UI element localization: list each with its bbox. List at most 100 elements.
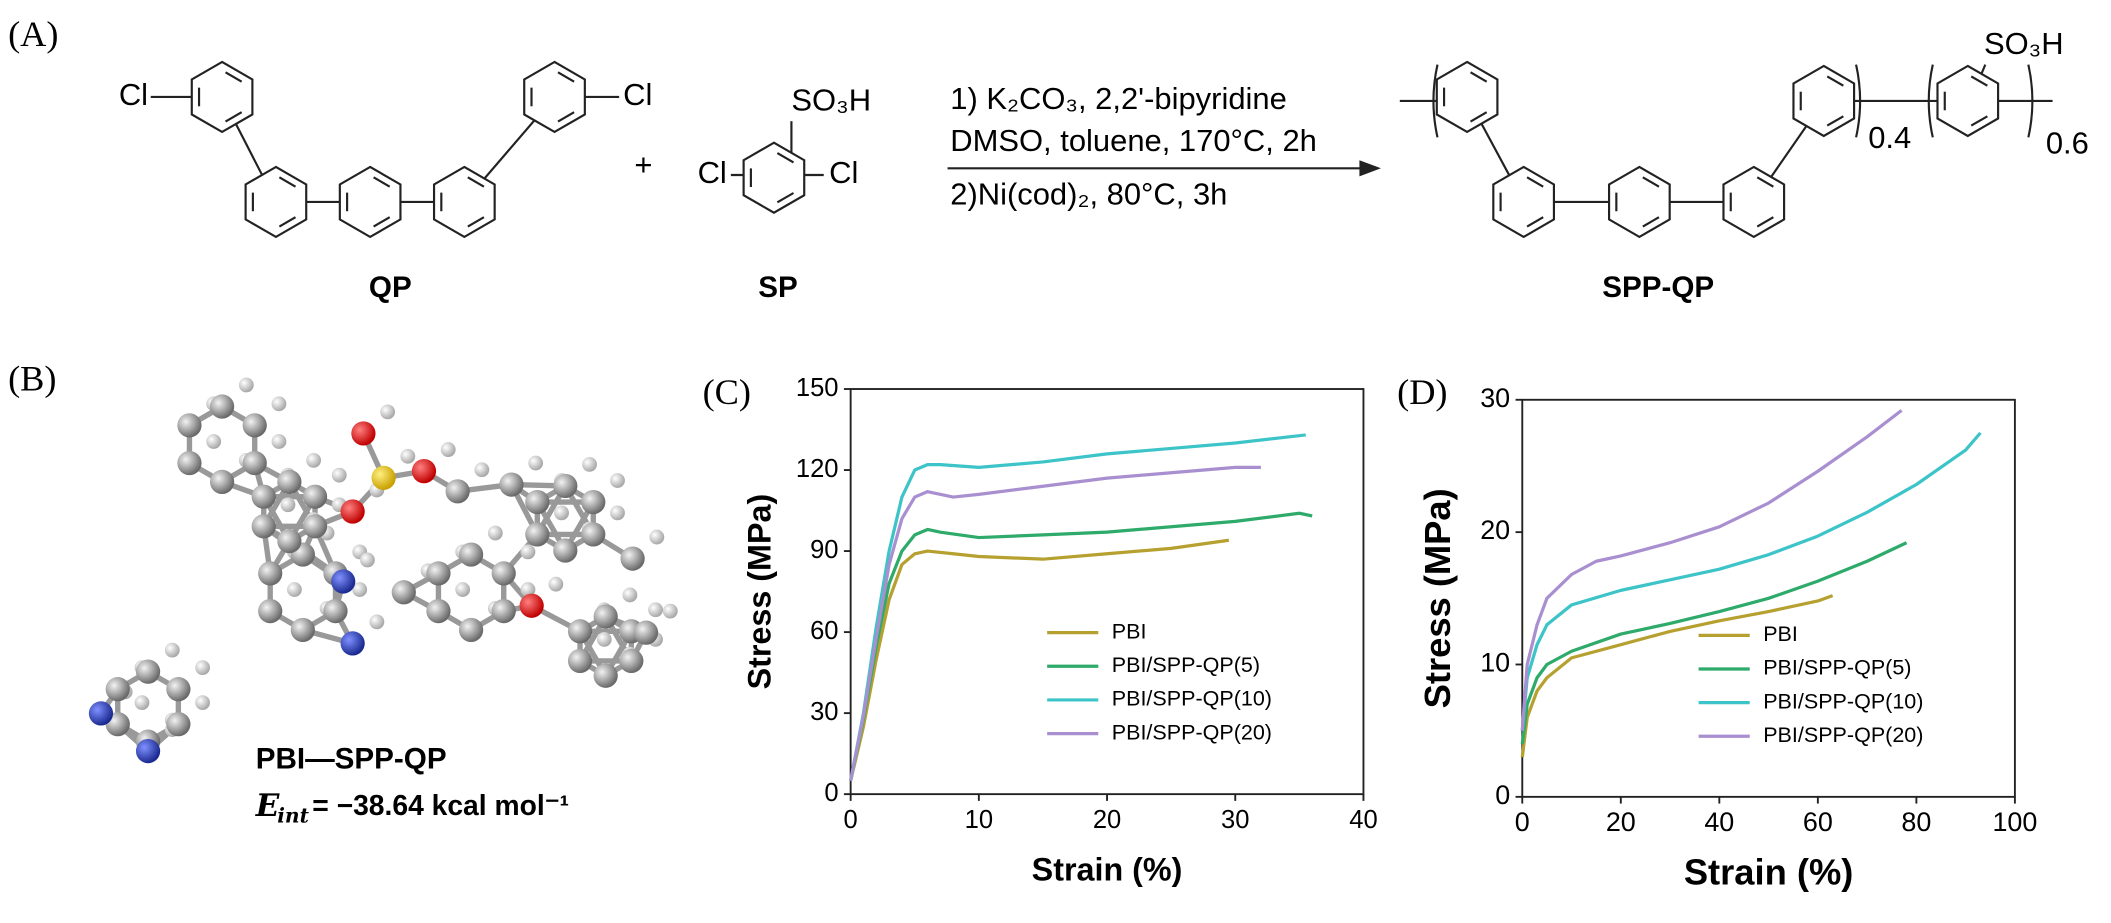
model-atom	[340, 499, 365, 524]
series-line	[849, 511, 1313, 781]
energy-subscript: int	[277, 804, 309, 828]
y-tick-label: 120	[796, 455, 839, 483]
model-hydrogen	[331, 467, 347, 483]
model-hydrogen	[528, 455, 544, 471]
bond	[1470, 111, 1488, 123]
bond	[224, 111, 243, 123]
model-hydrogen	[487, 525, 503, 541]
model-hydrogen	[164, 642, 180, 658]
reaction-scheme	[150, 60, 2053, 239]
y-tick-label: 30	[810, 698, 838, 726]
bond	[1756, 216, 1774, 228]
model-hydrogen	[271, 434, 287, 449]
legend-label: PBI/SPP-QP(10)	[1763, 689, 1923, 713]
panel-label: (D)	[1397, 372, 1447, 412]
series-line	[1520, 431, 1982, 731]
model-atom	[340, 631, 365, 656]
model-atom	[391, 580, 416, 605]
substituent: Cl	[119, 77, 148, 112]
plot-frame	[1521, 398, 2016, 798]
bond	[557, 111, 575, 123]
model-atom	[135, 738, 161, 764]
model-atom	[331, 569, 356, 594]
x-tick-label: 20	[1093, 806, 1121, 834]
legend-label: PBI/SPP-QP(5)	[1763, 656, 1911, 680]
ring	[1722, 165, 1786, 239]
model-atom	[166, 677, 191, 702]
model-atom	[619, 648, 644, 674]
model-atom	[258, 561, 283, 586]
model-hydrogen	[455, 582, 471, 597]
compound-label: QP	[369, 271, 412, 304]
model-atom	[251, 514, 276, 539]
model-atom	[251, 484, 276, 509]
model-atom	[593, 663, 618, 688]
model-atom	[88, 701, 114, 726]
model-hydrogen	[610, 505, 625, 521]
bracket	[1432, 64, 1439, 138]
x-tick-label: 30	[1221, 806, 1249, 834]
bond	[467, 216, 485, 228]
x-tick-label: 40	[1704, 807, 1734, 837]
legend-label: PBI/SPP-QP(20)	[1112, 720, 1272, 744]
model-atom	[135, 659, 161, 684]
model-label: PBI—SPP-QP	[256, 742, 447, 775]
model-hydrogen	[520, 582, 536, 597]
repeat-fraction: 0.6	[2046, 126, 2089, 161]
model-atom	[458, 617, 484, 643]
model-atom	[426, 598, 451, 624]
model-hydrogen	[134, 695, 150, 711]
model-hydrogen	[474, 462, 490, 478]
model-hydrogen	[360, 552, 375, 568]
bracket	[2027, 64, 2034, 138]
model-hydrogen	[520, 544, 536, 560]
arrow-head	[1359, 160, 1381, 177]
model-atom	[567, 648, 593, 674]
model-hydrogen	[582, 456, 597, 472]
model-atom	[499, 472, 524, 497]
y-tick-label: 30	[1480, 383, 1510, 413]
condition: DMSO, toluene, 170°C, 2h	[950, 123, 1317, 158]
legend-label: PBI/SPP-QP(20)	[1763, 723, 1923, 747]
model-atom	[525, 489, 550, 515]
model-atom	[519, 593, 544, 618]
model-atom	[581, 522, 606, 547]
model-atom	[290, 617, 315, 643]
bond	[776, 152, 795, 164]
model-hydrogen	[596, 631, 612, 647]
x-axis-label: Strain (%)	[1684, 852, 1854, 893]
bond	[1642, 176, 1660, 188]
series-line	[1520, 594, 1834, 758]
series-line	[1520, 541, 1908, 745]
model-hydrogen	[369, 614, 385, 630]
y-axis-label: Stress (MPa)	[1417, 488, 1458, 708]
model-atom	[593, 604, 618, 629]
model-hydrogen	[271, 396, 287, 412]
x-tick-label: 10	[965, 806, 993, 834]
x-tick-label: 80	[1901, 807, 1931, 837]
bond	[1970, 75, 1988, 87]
model-hydrogen	[280, 497, 296, 513]
ring	[1492, 165, 1556, 239]
bond	[278, 176, 297, 188]
condition: 2)Ni(cod)₂, 80°C, 3h	[950, 177, 1227, 212]
substituent: Cl	[829, 155, 858, 190]
model-atom	[553, 538, 578, 563]
x-tick-label: 60	[1803, 807, 1833, 837]
ring	[1792, 64, 1856, 138]
compound-label: SPP-QP	[1602, 271, 1714, 304]
y-tick-label: 150	[796, 374, 839, 402]
model-atom	[553, 473, 578, 499]
bond	[1826, 115, 1844, 127]
model-atom	[567, 619, 593, 644]
model-atom	[209, 469, 235, 495]
model-hydrogen	[554, 505, 569, 521]
substituent: SO₃H	[1984, 26, 2064, 61]
bond	[467, 176, 485, 188]
bracket	[1927, 64, 1934, 138]
model-atom	[242, 413, 267, 438]
y-tick-label: 0	[824, 779, 838, 807]
model-hydrogen	[622, 587, 638, 603]
ring	[244, 165, 308, 239]
model-atom	[581, 489, 606, 515]
